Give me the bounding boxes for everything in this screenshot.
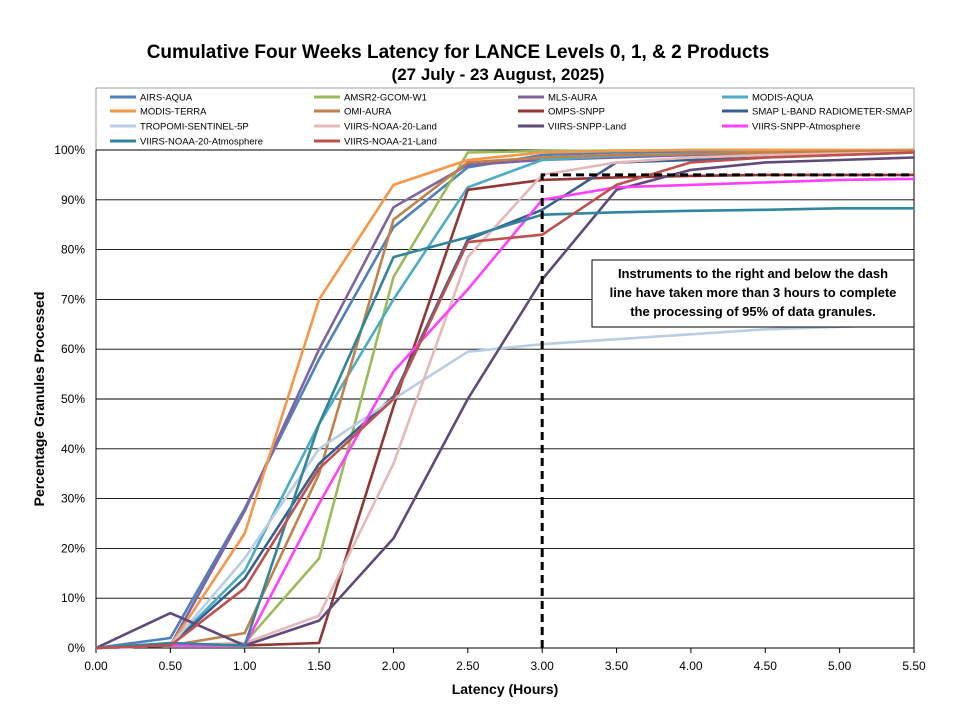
legend-label: VIIRS-SNPP-Land <box>548 122 626 133</box>
annotation-line-2: line have taken more than 3 hours to com… <box>610 285 897 300</box>
x-tick-label: 1.50 <box>307 659 331 673</box>
series-line <box>95 323 915 650</box>
chart-subtitle: (27 July - 23 August, 2025) <box>392 65 605 84</box>
x-tick-label: 5.00 <box>828 659 852 673</box>
legend-label: OMPS-SNPP <box>548 107 605 118</box>
legend-label: AMSR2-GCOM-W1 <box>344 93 427 104</box>
legend-label: VIIRS-SNPP-Atmosphere <box>752 122 860 133</box>
x-tick-label: 1.00 <box>233 659 257 673</box>
legend-label: VIIRS-NOAA-21-Land <box>344 137 437 148</box>
chart-title: Cumulative Four Weeks Latency for LANCE … <box>147 42 770 63</box>
series-lines <box>95 148 915 650</box>
y-tick-label: 60% <box>61 342 85 356</box>
x-axis-ticks: 0.00 0.50 1.00 1.50 2.00 2.50 3.00 3.50 4.00 4.50… <box>84 648 926 673</box>
x-tick-label: 5.50 <box>902 659 926 673</box>
x-tick-label: 4.00 <box>679 659 703 673</box>
legend: AIRS-AQUA AMSR2-GCOM-W1 MLS-AURA MODIS-AQUA… <box>110 93 912 148</box>
series-line <box>95 156 915 650</box>
series-line <box>95 207 914 650</box>
x-tick-label: 3.50 <box>605 659 629 673</box>
x-tick-label: 0.50 <box>159 659 183 673</box>
y-tick-label: 80% <box>61 243 85 257</box>
legend-label: SMAP L-BAND RADIOMETER-SMAP <box>752 107 912 118</box>
y-tick-label: 40% <box>61 442 85 456</box>
annotation-box <box>591 259 915 328</box>
x-tick-label: 0.00 <box>84 659 108 673</box>
y-tick-label: 90% <box>61 193 85 207</box>
y-axis-label: Percentage Granules Processed <box>31 292 47 507</box>
threshold-line <box>540 173 914 648</box>
x-tick-label: 3.00 <box>531 659 555 673</box>
x-tick-label: 4.50 <box>754 659 778 673</box>
y-tick-label: 10% <box>61 591 85 605</box>
annotation-line-3: the processing of 95% of data granules. <box>630 304 876 319</box>
series-line <box>95 151 915 650</box>
y-axis-ticks: 0% 10% 20% 30% 40% 50% 60% 70% 80% 90% 100% <box>54 143 85 655</box>
y-tick-label: 0% <box>68 641 86 655</box>
y-tick-label: 20% <box>61 541 85 555</box>
legend-label: MODIS-TERRA <box>140 107 207 118</box>
series-line <box>95 149 915 650</box>
legend-label: OMI-AURA <box>344 107 392 118</box>
y-tick-label: 100% <box>54 143 85 157</box>
y-tick-label: 70% <box>61 292 85 306</box>
series-line <box>95 151 915 650</box>
x-axis-label: Latency (Hours) <box>452 681 559 697</box>
legend-label: MLS-AURA <box>548 93 598 104</box>
legend-label: VIIRS-NOAA-20-Land <box>344 122 437 133</box>
legend-label: TROPOMI-SENTINEL-5P <box>140 122 249 133</box>
legend-label: MODIS-AQUA <box>752 93 814 104</box>
series-line <box>95 148 914 650</box>
x-tick-label: 2.00 <box>382 659 406 673</box>
threshold-dashed-line <box>540 173 914 648</box>
legend-box <box>95 87 915 151</box>
y-tick-label: 30% <box>61 492 85 506</box>
legend-label: AIRS-AQUA <box>140 93 193 104</box>
annotation-line-1: Instruments to the right and below the d… <box>618 266 888 281</box>
legend-label: VIIRS-NOAA-20-Atmosphere <box>140 137 263 148</box>
y-tick-label: 50% <box>61 392 85 406</box>
x-tick-label: 2.50 <box>456 659 480 673</box>
